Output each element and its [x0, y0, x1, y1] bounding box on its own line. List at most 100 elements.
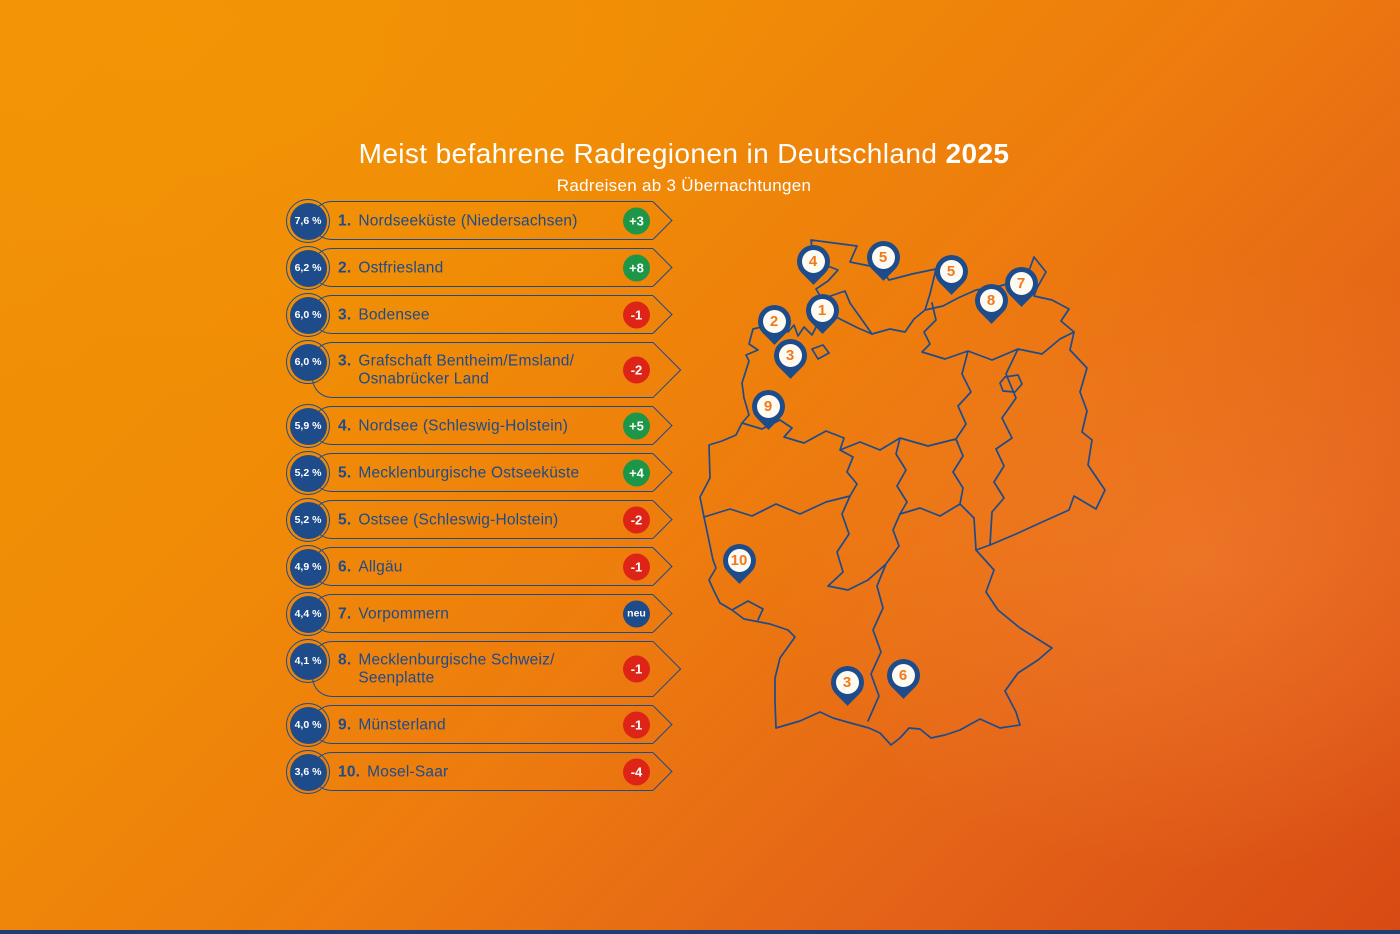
share-ring-icon [286, 592, 330, 636]
change-badge: -1 [623, 553, 650, 580]
share-ring-icon [286, 246, 330, 290]
map-pin: 1 [798, 286, 846, 334]
region-name: Bodensee [358, 305, 430, 323]
ranking-row: 4,9 % 6. Allgäu -1 [286, 545, 686, 589]
pin-number: 6 [891, 663, 915, 687]
share-ring-icon [286, 199, 330, 243]
change-badge: +4 [623, 459, 650, 486]
map-pin: 3 [823, 658, 871, 706]
region-name: Münsterland [358, 715, 446, 733]
pin-number: 9 [756, 394, 780, 418]
region-label: 9. Münsterland [338, 716, 446, 734]
bottom-accent-bar [0, 930, 1400, 934]
share-ring-icon [286, 293, 330, 337]
ranking-row: 4,1 % 8. Mecklenburgische Schweiz/Seenpla… [286, 639, 686, 698]
share-badge: 4,1 % [289, 642, 327, 680]
map-pin: 2 [750, 297, 798, 345]
region-rank: 2. [338, 258, 352, 276]
region-label: 4. Nordsee (Schleswig-Holstein) [338, 417, 568, 435]
region-name: Grafschaft Bentheim/Emsland/ [358, 352, 575, 370]
region-name: Mosel-Saar [367, 762, 449, 780]
region-name: Mecklenburgische Schweiz/ [358, 651, 555, 669]
share-ring-icon [286, 340, 330, 384]
share-badge: 6,0 % [289, 296, 327, 334]
region-label: 7. Vorpommern [338, 605, 449, 623]
ranking-row: 7,6 % 1. Nordseeküste (Niedersachsen) +3 [286, 199, 686, 243]
region-name: Ostfriesland [358, 258, 444, 276]
pin-number: 7 [1009, 271, 1033, 295]
share-badge: 6,2 % [289, 249, 327, 287]
region-rank: 7. [338, 604, 352, 622]
share-badge: 4,0 % [289, 706, 327, 744]
region-label: 6. Allgäu [338, 558, 403, 576]
share-badge: 6,0 % [289, 343, 327, 381]
region-label: 3. Bodensee [338, 306, 430, 324]
ranking-row: 5,9 % 4. Nordsee (Schleswig-Holstein) +5 [286, 404, 686, 448]
ranking-row: 6,2 % 2. Ostfriesland +8 [286, 246, 686, 290]
region-label: 3. Grafschaft Bentheim/Emsland/Osnabrücke… [338, 353, 574, 388]
region-rank: 8. [338, 651, 352, 669]
pin-number: 2 [762, 309, 786, 333]
pin-number: 8 [979, 288, 1003, 312]
region-name-line2: Seenplatte [358, 669, 435, 686]
region-rank: 5. [338, 463, 352, 481]
region-label: 8. Mecklenburgische Schweiz/Seenplatte [338, 652, 555, 687]
region-name: Nordseeküste (Niedersachsen) [358, 211, 578, 229]
map-pin: 5 [927, 247, 975, 295]
map-pin: 4 [789, 237, 837, 285]
share-ring-icon [286, 639, 330, 683]
page-title-year: 2025 [945, 138, 1010, 169]
pin-number: 10 [727, 548, 751, 572]
change-badge: +5 [623, 412, 650, 439]
ranking-row: 5,2 % 5. Ostsee (Schleswig-Holstein) -2 [286, 498, 686, 542]
region-rank: 5. [338, 510, 352, 528]
pin-number: 3 [835, 670, 859, 694]
page-title: Meist befahrene Radregionen in Deutschla… [0, 138, 1368, 170]
share-ring-icon [286, 498, 330, 542]
region-rank: 10. [338, 762, 361, 780]
change-badge: -4 [623, 758, 650, 785]
share-badge: 4,9 % [289, 548, 327, 586]
change-badge: +3 [623, 207, 650, 234]
map-pin: 6 [879, 651, 927, 699]
change-badge: -2 [623, 356, 650, 384]
ranking-row: 6,0 % 3. Grafschaft Bentheim/Emsland/Osna… [286, 340, 686, 399]
map-pin: 7 [997, 259, 1045, 307]
region-label: 1. Nordseeküste (Niedersachsen) [338, 212, 578, 230]
share-badge: 5,9 % [289, 407, 327, 445]
change-badge: -1 [623, 655, 650, 683]
page-title-text: Meist befahrene Radregionen in Deutschla… [358, 138, 938, 169]
region-name-line2: Osnabrücker Land [358, 370, 490, 387]
ranking-row: 4,0 % 9. Münsterland -1 [286, 703, 686, 747]
map-pin: 3 [766, 331, 814, 379]
map-pin: 5 [859, 233, 907, 281]
region-rank: 3. [338, 352, 352, 370]
state-borders [703, 302, 1075, 722]
region-rank: 1. [338, 211, 352, 229]
share-badge: 4,4 % [289, 595, 327, 633]
region-rank: 4. [338, 416, 352, 434]
region-label: 5. Mecklenburgische Ostseeküste [338, 464, 579, 482]
ranking-row: 4,4 % 7. Vorpommern neu [286, 592, 686, 636]
region-name: Mecklenburgische Ostseeküste [358, 463, 580, 481]
ranking-row: 5,2 % 5. Mecklenburgische Ostseeküste +4 [286, 451, 686, 495]
region-rank: 6. [338, 557, 352, 575]
share-ring-icon [286, 703, 330, 747]
region-name: Allgäu [358, 557, 403, 575]
change-badge: -1 [623, 711, 650, 738]
region-rank: 3. [338, 305, 352, 323]
change-badge: -2 [623, 506, 650, 533]
change-badge: -1 [623, 301, 650, 328]
germany-map-svg [699, 239, 1106, 746]
region-rank: 9. [338, 715, 352, 733]
map-pin: 9 [744, 382, 792, 430]
region-name: Nordsee (Schleswig-Holstein) [358, 416, 569, 434]
region-label: 2. Ostfriesland [338, 259, 443, 277]
share-ring-icon [286, 545, 330, 589]
germany-outline [699, 239, 1106, 746]
region-label: 5. Ostsee (Schleswig-Holstein) [338, 511, 558, 529]
share-badge: 5,2 % [289, 454, 327, 492]
region-name: Vorpommern [358, 604, 450, 622]
share-ring-icon [286, 451, 330, 495]
